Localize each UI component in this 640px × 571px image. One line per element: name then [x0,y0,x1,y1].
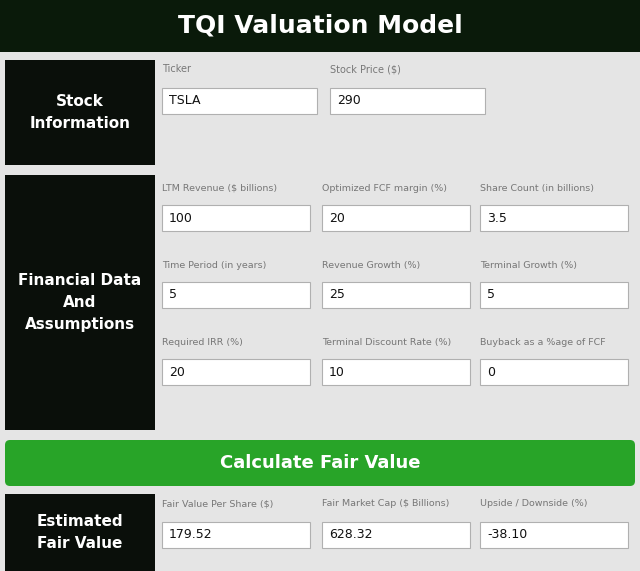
Text: Time Period (in years): Time Period (in years) [162,261,266,270]
Text: 20: 20 [169,365,185,379]
Text: 0: 0 [487,365,495,379]
Text: Stock
Information: Stock Information [29,94,131,131]
FancyBboxPatch shape [5,440,635,486]
Text: LTM Revenue ($ billions): LTM Revenue ($ billions) [162,184,277,193]
Text: TSLA: TSLA [169,94,200,107]
FancyBboxPatch shape [480,205,628,231]
FancyBboxPatch shape [0,494,640,571]
FancyBboxPatch shape [162,88,317,114]
Text: Required IRR (%): Required IRR (%) [162,338,243,347]
FancyBboxPatch shape [162,522,310,548]
Text: 290: 290 [337,94,361,107]
Text: Optimized FCF margin (%): Optimized FCF margin (%) [322,184,447,193]
Text: Fair Value Per Share ($): Fair Value Per Share ($) [162,499,273,508]
FancyBboxPatch shape [162,282,310,308]
FancyBboxPatch shape [480,359,628,385]
Text: Terminal Growth (%): Terminal Growth (%) [480,261,577,270]
Text: Estimated
Fair Value: Estimated Fair Value [36,514,124,550]
FancyBboxPatch shape [5,175,155,430]
FancyBboxPatch shape [0,0,640,52]
FancyBboxPatch shape [480,522,628,548]
Text: TQI Valuation Model: TQI Valuation Model [178,14,462,38]
FancyBboxPatch shape [480,282,628,308]
Text: 179.52: 179.52 [169,529,212,541]
Text: Upside / Downside (%): Upside / Downside (%) [480,499,588,508]
FancyBboxPatch shape [322,205,470,231]
Text: 628.32: 628.32 [329,529,372,541]
Text: 25: 25 [329,288,345,301]
Text: Revenue Growth (%): Revenue Growth (%) [322,261,420,270]
FancyBboxPatch shape [322,359,470,385]
Text: Ticker: Ticker [162,64,191,74]
FancyBboxPatch shape [162,205,310,231]
Text: -38.10: -38.10 [487,529,527,541]
Text: 5: 5 [487,288,495,301]
FancyBboxPatch shape [5,494,155,571]
FancyBboxPatch shape [5,60,155,165]
Text: Fair Market Cap ($ Billions): Fair Market Cap ($ Billions) [322,499,449,508]
FancyBboxPatch shape [322,282,470,308]
Text: Stock Price ($): Stock Price ($) [330,64,401,74]
FancyBboxPatch shape [162,359,310,385]
FancyBboxPatch shape [330,88,485,114]
Text: Buyback as a %age of FCF: Buyback as a %age of FCF [480,338,605,347]
Text: 5: 5 [169,288,177,301]
Text: Share Count (in billions): Share Count (in billions) [480,184,594,193]
FancyBboxPatch shape [322,522,470,548]
Text: 100: 100 [169,211,193,224]
Text: 10: 10 [329,365,345,379]
Text: 3.5: 3.5 [487,211,507,224]
Text: Financial Data
And
Assumptions: Financial Data And Assumptions [19,273,141,332]
Text: Terminal Discount Rate (%): Terminal Discount Rate (%) [322,338,451,347]
Text: 20: 20 [329,211,345,224]
Text: Calculate Fair Value: Calculate Fair Value [220,454,420,472]
